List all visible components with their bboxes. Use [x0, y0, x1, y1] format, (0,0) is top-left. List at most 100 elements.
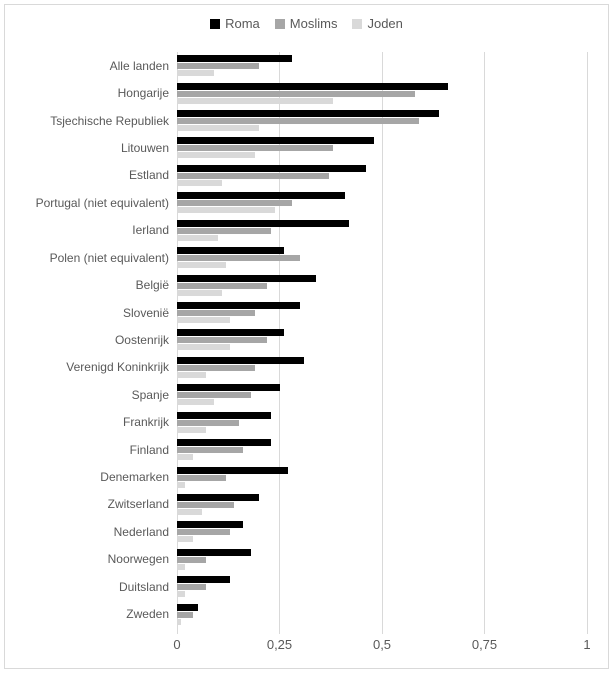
legend-item-joden: Joden — [352, 16, 403, 31]
bar-moslims — [177, 90, 415, 97]
bar-moslims — [177, 337, 268, 344]
bar-group — [177, 356, 587, 378]
axis-tick-label: 0,75 — [471, 637, 498, 652]
category-row: Litouwen — [0, 134, 587, 161]
axis-tick — [279, 628, 280, 634]
category-row: Spanje — [0, 381, 587, 408]
bar-joden — [177, 454, 194, 461]
bar-group — [177, 192, 587, 214]
legend-swatch-joden-icon — [352, 18, 363, 29]
category-label: Nederland — [113, 524, 169, 539]
bar-roma — [177, 247, 284, 255]
bar-joden — [177, 536, 194, 543]
category-label: Denemarken — [100, 470, 169, 485]
bar-group — [177, 55, 587, 77]
category-row: Zweden — [0, 600, 587, 627]
bar-joden — [177, 234, 218, 241]
category-label: Frankrijk — [122, 415, 169, 430]
category-label: Slovenië — [122, 305, 169, 320]
gridline — [586, 52, 588, 628]
bar-roma — [177, 219, 350, 227]
bar-roma — [177, 384, 280, 392]
bar-moslims — [177, 282, 268, 289]
bar-joden — [177, 618, 182, 625]
bar-roma — [177, 274, 317, 282]
category-label: België — [135, 278, 169, 293]
category-row: Nederland — [0, 518, 587, 545]
axis-tick — [381, 628, 383, 634]
bar-joden — [177, 399, 214, 406]
bar-moslims — [177, 118, 419, 125]
bar-moslims — [177, 364, 255, 371]
bar-moslims — [177, 419, 239, 426]
bar-roma — [177, 576, 231, 584]
bar-moslims — [177, 392, 251, 399]
bar-group — [177, 411, 587, 433]
bar-roma — [177, 548, 251, 556]
bar-moslims — [177, 310, 255, 316]
category-row: Slovenië — [0, 299, 587, 326]
bar-moslims — [177, 447, 243, 454]
legend-label-moslims: Moslims — [289, 16, 338, 31]
legend-label-roma: Roma — [225, 16, 260, 31]
bar-joden — [177, 289, 223, 296]
category-label: Oostenrijk — [114, 332, 169, 347]
category-label: Zweden — [126, 607, 169, 622]
bar-group — [177, 439, 587, 461]
bar-roma — [177, 137, 374, 145]
category-row: Ierland — [0, 217, 587, 244]
bar-roma — [177, 110, 440, 118]
category-label: Noorwegen — [107, 552, 169, 567]
category-label: Polen (niet equivalent) — [49, 250, 169, 265]
bar-joden — [177, 179, 223, 186]
legend-item-roma: Roma — [210, 17, 260, 30]
category-label: Finland — [129, 442, 169, 457]
bar-group — [177, 137, 587, 159]
bar-roma — [177, 55, 292, 63]
bar-joden — [177, 262, 227, 269]
bar-moslims — [177, 255, 300, 262]
category-row: België — [0, 271, 587, 298]
bar-group — [177, 219, 587, 241]
bar-roma — [177, 439, 272, 447]
category-row: Finland — [0, 436, 587, 463]
bar-group — [177, 521, 587, 543]
bar-roma — [177, 356, 305, 364]
bar-group — [177, 603, 587, 625]
bar-roma — [177, 411, 272, 419]
bar-group — [177, 329, 587, 351]
legend-swatch-moslims-icon — [274, 18, 285, 29]
category-row: Alle landen — [0, 52, 587, 79]
bar-group — [177, 82, 587, 104]
gridline — [381, 52, 383, 628]
category-row: Noorwegen — [0, 546, 587, 573]
bar-moslims — [177, 556, 206, 563]
category-row: Portugal (niet equivalent) — [0, 189, 587, 216]
axis-tick-label: 1 — [583, 637, 591, 652]
bar-group — [177, 493, 587, 515]
legend-swatch-roma-icon — [210, 18, 221, 29]
bar-roma — [177, 493, 259, 501]
gridline — [484, 52, 485, 628]
bar-group — [177, 164, 587, 186]
bar-group — [177, 247, 587, 269]
category-label: Zwitserland — [107, 497, 169, 512]
bar-moslims — [177, 227, 272, 234]
category-row: Denemarken — [0, 463, 587, 490]
category-row: Hongarije — [0, 79, 587, 106]
axis-tick — [586, 628, 588, 634]
bar-group — [177, 302, 587, 323]
bar-group — [177, 576, 587, 598]
bar-roma — [177, 603, 198, 611]
bar-group — [177, 466, 587, 488]
bar-group — [177, 548, 587, 570]
bar-group — [177, 384, 587, 406]
bar-moslims — [177, 172, 329, 179]
bar-roma — [177, 521, 243, 529]
category-row: Frankrijk — [0, 408, 587, 435]
category-label: Duitsland — [118, 579, 169, 594]
bar-group — [177, 274, 587, 296]
bar-joden — [177, 152, 255, 159]
legend-label-joden: Joden — [367, 16, 403, 31]
bar-joden — [177, 481, 186, 488]
